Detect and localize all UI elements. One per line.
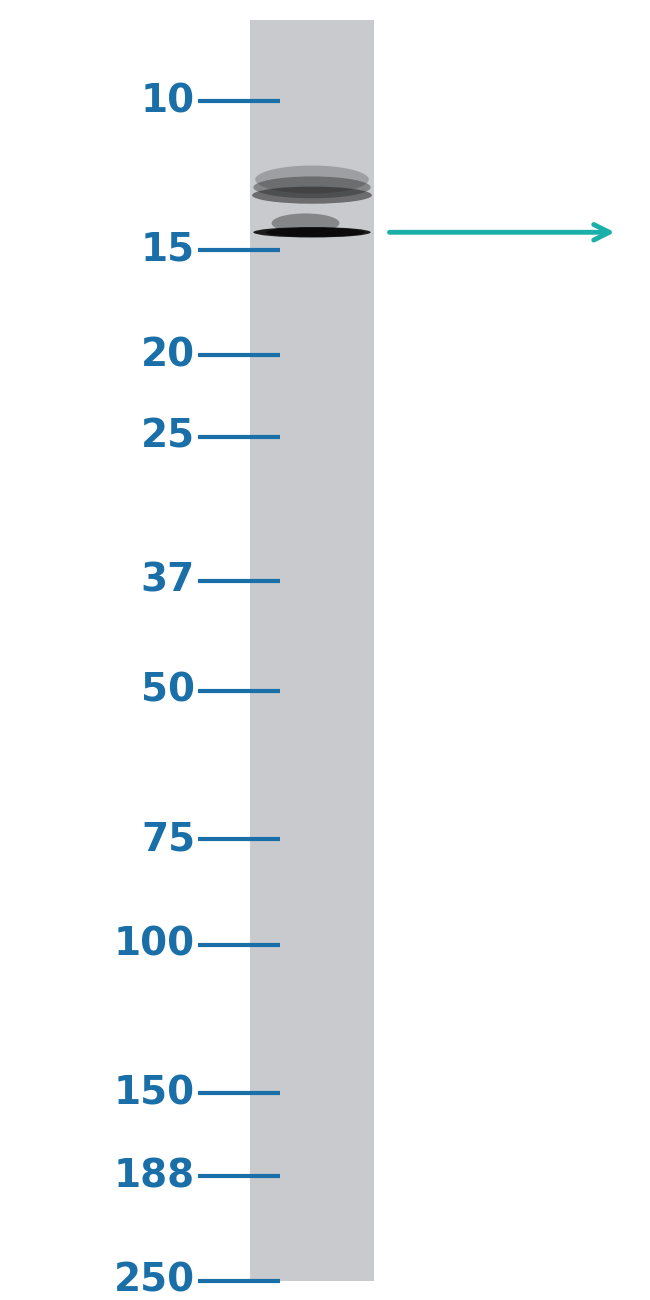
Text: 150: 150 [114, 1074, 195, 1113]
Ellipse shape [272, 213, 339, 233]
Ellipse shape [254, 177, 370, 199]
Text: 25: 25 [141, 417, 195, 456]
Text: 10: 10 [141, 82, 195, 120]
Text: 20: 20 [141, 337, 195, 374]
Text: 15: 15 [141, 231, 195, 269]
Bar [250, 20, 374, 1280]
Text: 75: 75 [141, 820, 195, 858]
Ellipse shape [268, 227, 343, 237]
Text: 37: 37 [141, 562, 195, 599]
Text: 188: 188 [114, 1157, 195, 1195]
Text: 50: 50 [141, 672, 195, 710]
Text: 250: 250 [114, 1261, 195, 1300]
Text: 100: 100 [114, 926, 195, 963]
Ellipse shape [266, 227, 365, 237]
Ellipse shape [255, 165, 369, 194]
Ellipse shape [254, 227, 370, 238]
Ellipse shape [252, 187, 372, 204]
